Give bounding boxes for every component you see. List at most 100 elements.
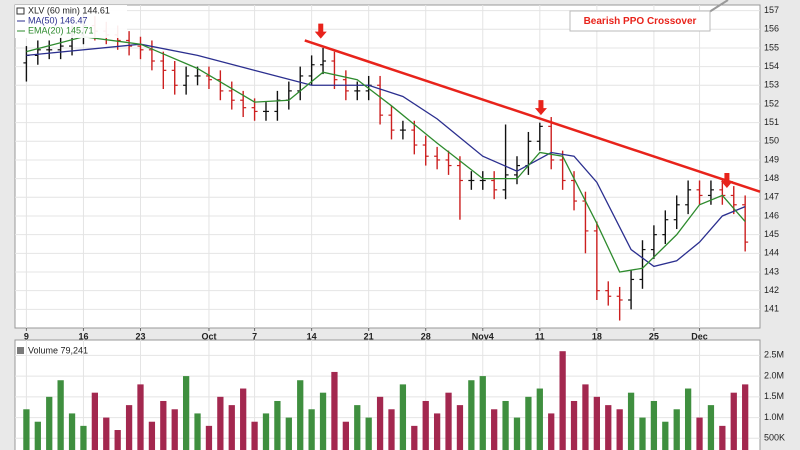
x-tick-label: 25 [649,331,659,341]
volume-bar [251,421,258,450]
legend-icon [16,7,25,15]
volume-bar [536,388,543,450]
volume-bar [194,413,201,450]
volume-bar [650,400,658,450]
volume-bar [297,380,304,450]
volume-bar [582,384,589,450]
volume-bar [479,376,486,450]
volume-bar [559,351,566,450]
x-tick-label: 14 [307,331,317,341]
volume-bar [525,396,532,450]
legend-box [15,5,127,38]
legend-icon [17,347,24,354]
volume-bar [376,396,384,450]
x-tick-label: 9 [24,331,29,341]
y-tick-label: 2.5M [764,350,784,360]
y-tick-label: 156 [764,24,779,34]
y-tick-label: 147 [764,192,779,202]
y-tick-label: 2.0M [764,370,784,380]
x-tick-label: 11 [535,331,545,341]
volume-bar [23,409,30,450]
volume-bar [445,392,452,450]
volume-bar [513,417,521,450]
volume-bar [399,384,407,450]
volume-bar [91,392,98,450]
moving-average [26,36,746,273]
volume-bar [114,430,121,450]
x-tick-label: Dec [691,331,708,341]
y-tick-label: 151 [764,117,779,127]
volume-bar [262,413,270,450]
volume-bar [365,417,372,450]
price-panel [14,4,761,329]
volume-bar [639,417,646,450]
volume-bar [217,396,224,450]
volume-bar [627,392,635,450]
y-tick-label: 1.0M [764,412,784,422]
volume-bar [548,413,555,450]
volume-bar [308,409,315,450]
volume-bar [502,400,509,450]
volume-bar [742,384,749,450]
volume-bar [160,400,167,450]
y-tick-label: 153 [764,80,779,90]
volume-bar [205,425,213,450]
volume-bar [662,421,669,450]
y-tick-label: 1.5M [764,391,784,401]
arrow [534,100,547,116]
volume-bar [80,425,87,450]
volume-bar [570,400,578,450]
volume-bar [411,425,418,450]
volume-bar [422,400,429,450]
volume-bar [285,417,292,450]
y-tick-label: 144 [764,248,779,258]
annotation-box [569,10,711,32]
volume-bar [274,400,281,450]
x-tick-label: Oct [201,331,216,341]
y-tick-label: 141 [764,304,779,314]
volume-bar [103,417,110,450]
arrow [314,23,327,39]
volume-bar [171,409,178,450]
y-tick-label: 146 [764,210,779,220]
y-tick-label: 155 [764,42,779,52]
x-tick-label: 18 [592,331,602,341]
volume-bar [331,371,338,450]
volume-bar [684,388,692,450]
volume-bar [137,384,144,450]
x-tick-label: 7 [252,331,257,341]
volume-bar [57,380,64,450]
volume-bar [696,417,703,450]
volume-bar [388,409,395,450]
x-tick-label: 23 [135,331,145,341]
y-tick-label: 142 [764,285,779,295]
volume-bar [148,421,156,450]
y-tick-label: 149 [764,154,779,164]
volume-bar [354,405,361,450]
volume-bar [240,388,247,450]
volume-bar [456,405,464,450]
moving-average [26,43,746,268]
volume-bar [491,409,498,450]
volume-bar [319,392,327,450]
volume-bar [616,409,623,450]
trend-line [304,39,761,193]
x-tick-label: 16 [78,331,88,341]
volume-bar [707,405,715,450]
arrow [720,172,733,188]
volume-bar [468,380,475,450]
volume-bar [730,392,737,450]
x-tick-label: Nov4 [472,331,494,341]
volume-bar [342,421,349,450]
y-tick-label: 150 [764,136,779,146]
volume-bar [593,396,600,450]
legend-ema: EMA(20) 145.71 [28,25,94,35]
volume-bar [182,376,190,450]
y-tick-label: 152 [764,98,779,108]
y-tick-label: 157 [764,5,779,15]
legend-ma: MA(50) 146.47 [28,15,88,25]
volume-bar [125,405,133,450]
x-tick-label: 28 [421,331,431,341]
